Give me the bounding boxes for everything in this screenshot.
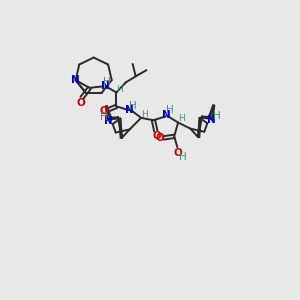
Text: H: H [100,112,107,122]
Text: N: N [100,80,109,91]
Text: H: H [178,114,184,123]
Text: H: H [166,105,173,115]
Text: H: H [129,100,136,111]
Text: N: N [104,116,113,126]
Text: H: H [179,152,187,162]
Text: O: O [155,133,164,143]
Text: O: O [77,98,85,108]
Text: N: N [71,75,80,85]
Text: H: H [116,85,123,94]
Text: O: O [152,131,161,141]
Text: N: N [207,115,216,125]
Text: H: H [213,111,220,121]
Text: H: H [103,77,111,87]
Text: H: H [141,110,148,119]
Text: O: O [99,106,108,116]
Text: O: O [174,148,182,158]
Text: N: N [125,105,134,115]
Text: N: N [162,110,171,120]
